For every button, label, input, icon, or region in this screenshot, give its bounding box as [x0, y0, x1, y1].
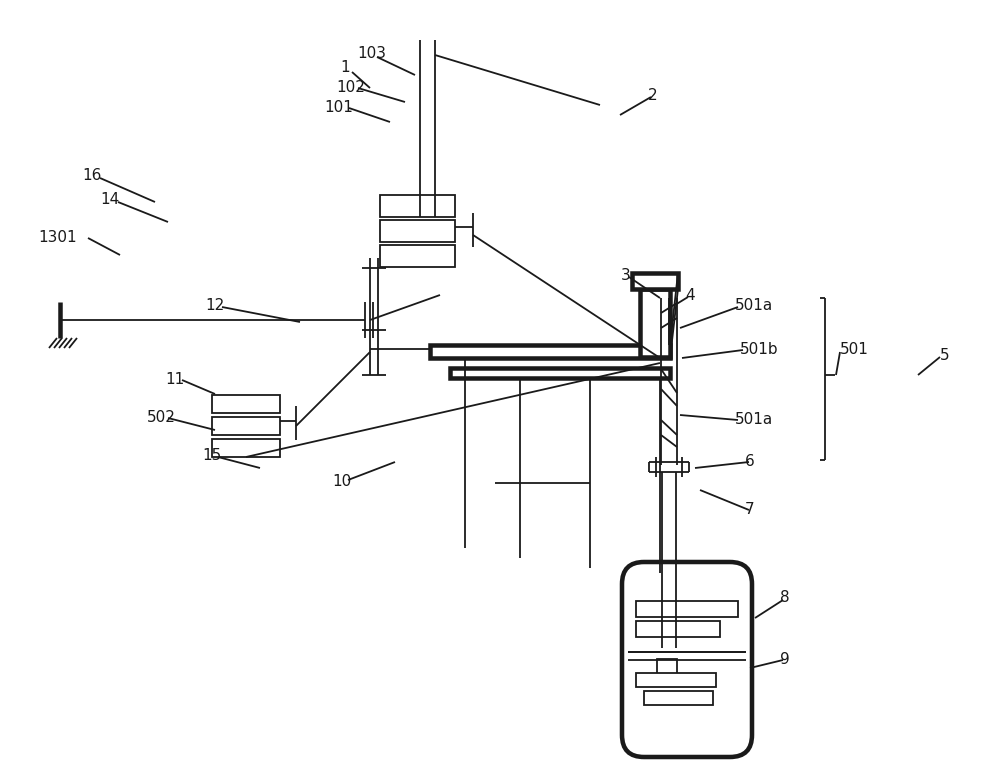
- Bar: [640, 289, 670, 357]
- Bar: [380, 220, 455, 242]
- Bar: [657, 659, 677, 679]
- Text: 15: 15: [202, 448, 221, 463]
- Text: 1301: 1301: [38, 230, 77, 246]
- Text: 2: 2: [648, 88, 658, 103]
- Text: 101: 101: [324, 100, 353, 116]
- Text: 10: 10: [332, 474, 351, 489]
- FancyBboxPatch shape: [622, 562, 752, 757]
- Bar: [644, 691, 713, 705]
- Bar: [636, 673, 716, 687]
- Bar: [212, 439, 280, 457]
- Text: 8: 8: [780, 590, 790, 605]
- Text: 5: 5: [940, 348, 950, 363]
- Text: 12: 12: [205, 298, 224, 312]
- Bar: [212, 417, 280, 435]
- Bar: [212, 395, 280, 413]
- Bar: [450, 368, 670, 378]
- Text: 501a: 501a: [735, 298, 773, 312]
- Bar: [380, 195, 455, 217]
- Text: 1: 1: [340, 60, 350, 75]
- Text: 502: 502: [147, 410, 176, 425]
- Text: 7: 7: [745, 503, 755, 518]
- Text: 102: 102: [336, 80, 365, 95]
- Text: 6: 6: [745, 454, 755, 470]
- Text: 3: 3: [621, 268, 631, 283]
- Text: 4: 4: [685, 287, 695, 302]
- Bar: [380, 245, 455, 267]
- Bar: [430, 345, 670, 358]
- Text: 501: 501: [840, 342, 869, 358]
- Text: 501b: 501b: [740, 342, 779, 358]
- Text: 501a: 501a: [735, 413, 773, 428]
- Text: 16: 16: [82, 168, 101, 182]
- Text: 11: 11: [165, 373, 184, 388]
- Text: 9: 9: [780, 652, 790, 667]
- Text: 14: 14: [100, 193, 119, 207]
- Bar: [636, 601, 738, 617]
- Bar: [636, 621, 720, 637]
- Text: 103: 103: [357, 45, 386, 60]
- Bar: [632, 273, 678, 289]
